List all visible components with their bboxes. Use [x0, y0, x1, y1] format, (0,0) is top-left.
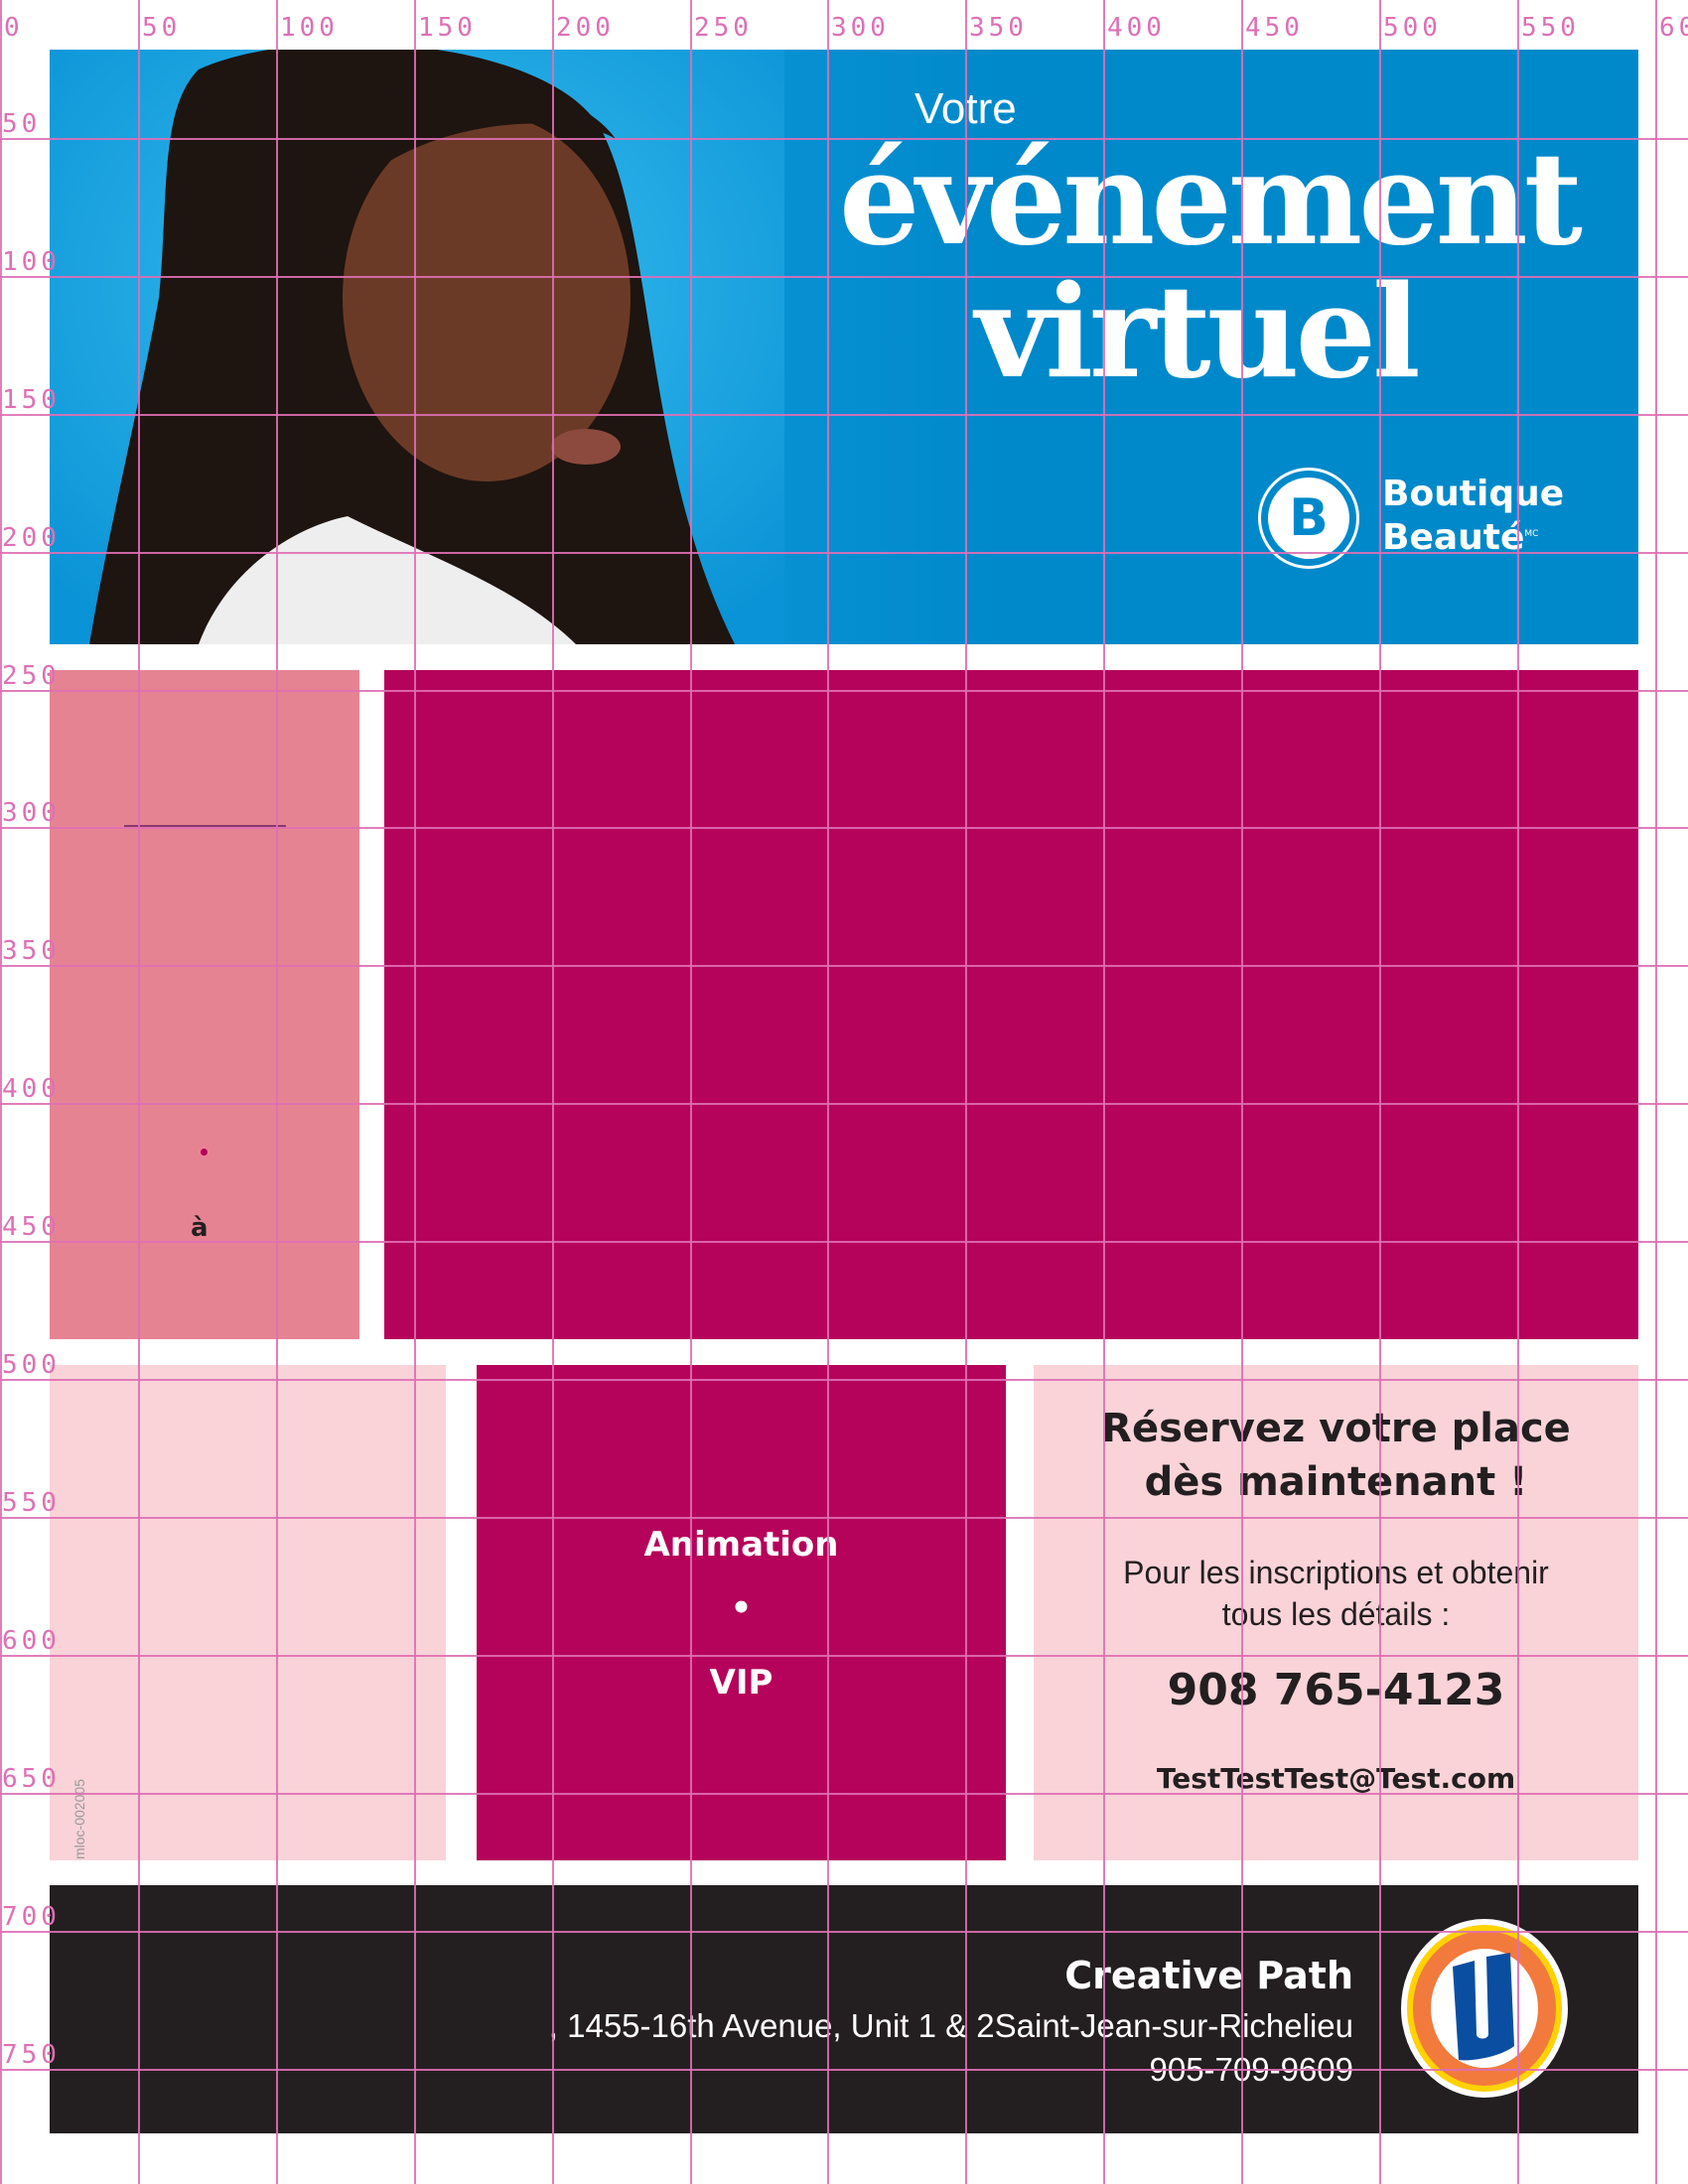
ruler-label-left: 450	[2, 1212, 61, 1242]
ruler-label-left: 750	[2, 2040, 61, 2070]
ruler-label-top: 250	[694, 13, 753, 43]
document-code: mloc-002005	[71, 1779, 87, 1859]
feature-vip: VIP	[709, 1663, 774, 1703]
ruler-label-top: 60	[1659, 13, 1688, 43]
grid-line-vertical	[552, 0, 554, 2184]
feature-bullet: •	[730, 1588, 753, 1628]
ruler-label-top: 300	[831, 13, 890, 43]
grid-line-vertical	[965, 0, 967, 2184]
ruler-label-left: 400	[2, 1074, 61, 1104]
grid-line-vertical	[690, 0, 692, 2184]
ruler-label-top: 100	[280, 13, 339, 43]
grid-line-horizontal	[0, 690, 1688, 692]
divider-line	[124, 825, 286, 827]
grid-line-horizontal	[0, 827, 1688, 829]
brand-line1: Boutique	[1382, 474, 1565, 514]
reserve-text-line1: Pour les inscriptions et obtenir	[1123, 1555, 1549, 1590]
main-content-panel	[384, 670, 1638, 1339]
grid-line-horizontal	[0, 1655, 1688, 1657]
reserve-text-line2: tous les détails :	[1221, 1596, 1451, 1632]
grid-line-vertical	[138, 0, 140, 2184]
grid-line-horizontal	[0, 552, 1688, 554]
ruler-label-left: 650	[2, 1764, 61, 1794]
grid-line-vertical	[1241, 0, 1243, 2184]
brand-name: Boutique BeautéMC	[1382, 475, 1564, 558]
grid-line-horizontal	[0, 276, 1688, 278]
ruler-label-top: 550	[1521, 13, 1580, 43]
ruler-label-top: 350	[969, 13, 1028, 43]
grid-line-horizontal	[0, 138, 1688, 140]
grid-line-horizontal	[0, 1517, 1688, 1519]
grid-line-horizontal	[0, 1241, 1688, 1243]
ruler-label-top: 500	[1383, 13, 1442, 43]
ruler-label-top: 200	[556, 13, 615, 43]
banner-title-line1: événement	[839, 125, 1583, 274]
store-name: Creative Path	[1064, 1954, 1353, 1997]
grid-line-vertical	[1379, 0, 1381, 2184]
brand-mark: MC	[1524, 529, 1539, 539]
ruler-label-left: 350	[2, 936, 61, 966]
ruler-label-left: 600	[2, 1626, 61, 1656]
ruler-label-left: 300	[2, 798, 61, 828]
banner-title-line2: virtuel	[975, 258, 1421, 407]
ruler-label-left: 500	[2, 1350, 61, 1380]
reserve-heading-line1: Réservez votre place	[1101, 1406, 1571, 1451]
ruler-label-left: 100	[2, 247, 61, 277]
grid-line-vertical	[414, 0, 416, 2184]
ruler-label-top: 400	[1107, 13, 1166, 43]
grid-line-vertical	[1517, 0, 1519, 2184]
grid-line-horizontal	[0, 1103, 1688, 1105]
reserve-email[interactable]: TestTestTest@Test.com	[1156, 1762, 1516, 1795]
grid-line-vertical	[1103, 0, 1105, 2184]
grid-line-horizontal	[0, 1931, 1688, 1933]
grid-line-horizontal	[0, 965, 1688, 967]
ruler-label-left: 50	[2, 109, 42, 139]
uniprix-logo-icon	[1401, 1919, 1568, 2098]
grid-line-vertical	[1655, 0, 1657, 2184]
reservation-panel: Réservez votre place dès maintenant ! Po…	[1034, 1365, 1638, 1860]
brand-letter: B	[1268, 478, 1349, 559]
grid-line-vertical	[827, 0, 829, 2184]
bullet-dot	[201, 1149, 208, 1156]
left-info-panel	[50, 1365, 446, 1860]
store-address: , 1455-16th Avenue, Unit 1 & 2Saint-Jean…	[548, 2007, 1353, 2044]
date-panel	[50, 670, 359, 1339]
ruler-label-left: 550	[2, 1488, 61, 1518]
grid-line-vertical	[276, 0, 278, 2184]
ruler-label-top: 50	[142, 13, 182, 43]
grid-line-horizontal	[0, 1379, 1688, 1381]
grid-line-horizontal	[0, 1793, 1688, 1795]
ruler-label-top: 150	[418, 13, 477, 43]
ruler-label-left: 250	[2, 661, 61, 691]
features-panel: Animation • VIP	[477, 1365, 1006, 1860]
grid-line-horizontal	[0, 2069, 1688, 2071]
store-footer: Creative Path , 1455-16th Avenue, Unit 1…	[50, 1885, 1638, 2133]
reserve-phone[interactable]: 908 765-4123	[1167, 1665, 1505, 1715]
ruler-label-top: 450	[1245, 13, 1304, 43]
time-separator: à	[191, 1213, 209, 1243]
grid-line-vertical	[0, 0, 2, 2184]
ruler-label-left: 200	[2, 523, 61, 553]
ruler-label-top: 0	[4, 13, 24, 43]
feature-animation: Animation	[643, 1525, 839, 1565]
ruler-label-left: 150	[2, 385, 61, 415]
ruler-label-left: 700	[2, 1902, 61, 1932]
brand-line2: Beauté	[1382, 517, 1525, 558]
grid-line-horizontal	[0, 414, 1688, 416]
hero-banner	[50, 50, 1638, 644]
boutique-beaute-logo-icon: B	[1258, 468, 1359, 569]
reserve-heading-line2: dès maintenant !	[1144, 1459, 1528, 1505]
model-photo	[50, 50, 784, 644]
